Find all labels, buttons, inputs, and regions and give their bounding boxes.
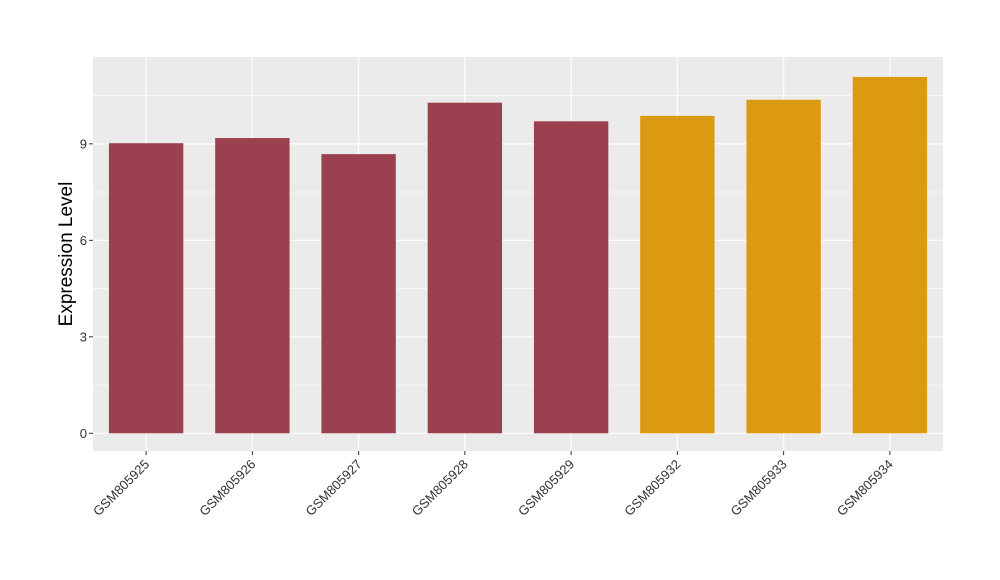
y-tick-label: 9 (80, 136, 87, 151)
bar-gsm805928 (427, 102, 503, 434)
x-tick-label: GSM805928 (409, 457, 471, 519)
bars (108, 76, 928, 434)
x-tick-label: GSM805929 (515, 457, 577, 519)
y-tick-label: 0 (80, 426, 87, 441)
bar-gsm805932 (640, 115, 715, 434)
y-axis: 0 3 6 9 (80, 136, 93, 441)
x-axis: GSM805925 GSM805926 GSM805927 GSM805928 GSM8… (90, 451, 896, 519)
x-tick-label: GSM805927 (303, 457, 365, 519)
bar-gsm805925 (108, 143, 184, 434)
bar-gsm805934 (852, 76, 928, 434)
bar-gsm805929 (533, 121, 609, 434)
x-tick-label: GSM805926 (196, 457, 258, 519)
bar-gsm805927 (321, 154, 396, 434)
x-tick-label: GSM805933 (728, 457, 790, 519)
y-tick-label: 3 (80, 329, 87, 344)
bar-gsm805933 (746, 99, 821, 434)
x-tick-label: GSM805934 (834, 457, 896, 519)
y-axis-title: Expression Level (56, 182, 77, 327)
x-tick-label: GSM805932 (621, 457, 683, 519)
bar-gsm805926 (215, 138, 290, 434)
x-tick-label: GSM805925 (90, 457, 152, 519)
y-tick-label: 6 (80, 233, 87, 248)
